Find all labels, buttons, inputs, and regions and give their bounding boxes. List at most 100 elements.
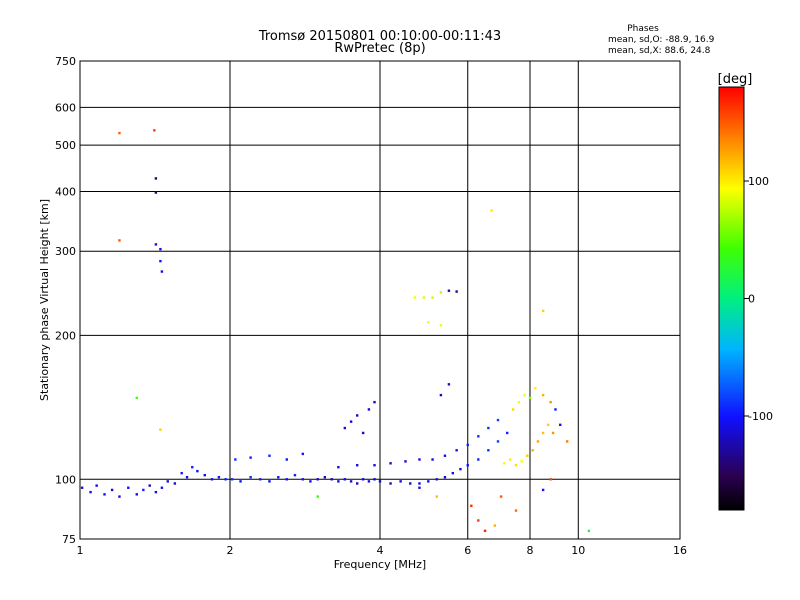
data-point	[249, 476, 252, 479]
data-point	[455, 449, 458, 452]
data-point	[316, 495, 319, 498]
chart-subtitle: RwPretec (8p)	[334, 41, 425, 56]
data-point	[160, 486, 164, 489]
data-point	[549, 478, 552, 481]
data-point	[127, 486, 130, 489]
data-point	[517, 400, 521, 404]
y-tick-label: 100	[55, 473, 76, 486]
data-point	[159, 428, 162, 431]
y-tick-label: 750	[55, 55, 76, 68]
data-point	[451, 471, 455, 475]
data-point	[531, 449, 534, 452]
data-point	[499, 495, 503, 498]
data-point	[160, 270, 164, 273]
data-point	[343, 478, 347, 481]
data-point	[534, 387, 537, 390]
data-point	[477, 435, 480, 438]
data-point	[439, 291, 443, 294]
data-point	[490, 209, 493, 212]
data-point	[487, 449, 490, 452]
y-tick-label: 75	[62, 533, 76, 546]
data-point	[559, 423, 562, 427]
data-point	[378, 480, 382, 483]
data-point	[373, 464, 376, 467]
x-tick-label: 8	[527, 544, 534, 557]
data-point	[268, 480, 271, 483]
data-point	[439, 393, 443, 397]
data-point	[301, 452, 305, 456]
data-point	[546, 423, 550, 427]
data-point	[427, 480, 430, 483]
data-point	[103, 493, 106, 496]
data-point	[135, 396, 138, 400]
x-tick-label: 10	[571, 544, 585, 557]
data-point	[166, 480, 169, 483]
data-point	[196, 469, 199, 473]
data-point	[431, 296, 434, 299]
data-point	[355, 464, 359, 467]
data-point	[373, 400, 376, 404]
data-point	[343, 426, 347, 430]
data-point	[514, 509, 518, 512]
data-point	[355, 414, 359, 417]
stats-heading: Phases	[627, 24, 659, 34]
data-point	[268, 454, 271, 457]
data-point	[389, 462, 392, 465]
x-tick-label: 4	[377, 544, 384, 557]
y-tick-label: 400	[55, 185, 76, 198]
data-point	[135, 493, 138, 496]
data-point	[404, 460, 407, 463]
data-point	[95, 484, 98, 487]
data-point	[418, 458, 421, 461]
data-point	[210, 478, 214, 481]
data-point	[367, 480, 371, 483]
colorbar-tick-label: 100	[748, 175, 769, 188]
data-point	[185, 476, 189, 479]
data-point	[587, 529, 591, 533]
data-point	[142, 488, 145, 492]
data-point	[399, 480, 402, 483]
data-point	[285, 458, 288, 461]
data-point	[435, 495, 438, 498]
stats-line-x: mean, sd,X: 88.6, 24.8	[608, 46, 711, 56]
data-point	[373, 478, 376, 481]
data-point	[153, 129, 156, 132]
data-point	[361, 478, 365, 481]
data-point	[154, 243, 158, 246]
data-point	[523, 393, 526, 397]
data-point	[435, 478, 438, 481]
data-points	[80, 129, 591, 533]
y-tick-label: 200	[55, 329, 76, 342]
data-point	[551, 431, 555, 435]
data-point	[496, 440, 500, 443]
data-point	[191, 465, 194, 469]
data-point	[505, 431, 509, 435]
colorbar-label: [deg]	[718, 72, 753, 87]
data-point	[493, 524, 497, 527]
data-point	[389, 482, 392, 485]
x-tick-label: 2	[227, 544, 234, 557]
data-point	[301, 478, 305, 481]
data-point	[422, 296, 426, 299]
data-point	[224, 478, 227, 481]
data-point	[487, 426, 490, 430]
data-point	[361, 431, 365, 435]
data-point	[470, 504, 473, 508]
colorbar-gradient	[718, 86, 745, 511]
data-point	[443, 476, 447, 479]
data-point	[447, 289, 451, 292]
data-point	[234, 458, 237, 461]
data-point	[502, 462, 506, 465]
data-point	[409, 482, 412, 485]
data-point	[496, 418, 500, 422]
y-tick-label: 600	[55, 101, 76, 114]
data-point	[418, 486, 421, 489]
data-point	[337, 480, 340, 483]
data-point	[154, 490, 158, 494]
data-point	[565, 440, 569, 443]
data-point	[159, 259, 162, 263]
data-point	[118, 131, 121, 135]
colorbar: [deg] 100 0 -100	[718, 72, 773, 511]
data-point	[337, 465, 340, 469]
